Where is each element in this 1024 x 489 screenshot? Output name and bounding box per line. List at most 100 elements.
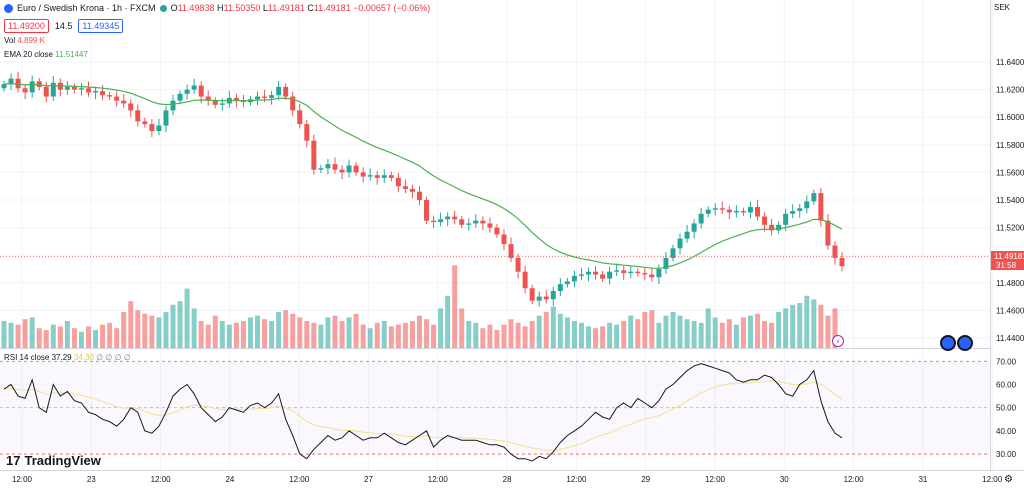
- rsi-tick-label: 50.00: [996, 404, 1017, 413]
- volume-bar: [142, 313, 148, 348]
- volume-bar: [578, 322, 584, 348]
- candle-body: [628, 271, 634, 274]
- rsi-tick-label: 60.00: [996, 380, 1017, 389]
- volume-bar: [691, 321, 697, 348]
- chart-header: Euro / Swedish Krona · 1h · FXCM O11.498…: [4, 3, 430, 13]
- candle-body: [191, 85, 197, 90]
- volume-bar: [642, 312, 648, 348]
- eu-flag-icon: [4, 3, 13, 13]
- trade-buttons: 11.49200 14.5 11.49345: [4, 19, 124, 33]
- tradingview-logo[interactable]: 17 TradingView: [6, 453, 101, 468]
- volume-bar: [769, 322, 775, 348]
- candle-body: [240, 100, 246, 103]
- volume-bar: [543, 312, 549, 348]
- volume-bar: [600, 326, 606, 348]
- volume-bar: [1, 321, 7, 348]
- candle-body: [818, 193, 824, 221]
- volume-bar: [367, 328, 373, 348]
- volume-bar: [466, 321, 472, 348]
- candle-body: [466, 223, 472, 225]
- volume-bar: [614, 324, 620, 348]
- volume-bar: [424, 319, 430, 348]
- volume-bar: [262, 319, 268, 348]
- candle-body: [78, 88, 84, 90]
- price-tick-label: 11.62000: [996, 86, 1024, 95]
- candle-body: [677, 238, 683, 249]
- market-status-icon[interactable]: [159, 4, 167, 12]
- event-marker-icon[interactable]: [940, 335, 956, 351]
- rsi-pane: [0, 360, 990, 462]
- rsi-axis[interactable]: 70.00 60.00 50.00 40.00 30.00: [996, 357, 1017, 459]
- volume-bar: [233, 322, 239, 348]
- volume-bar: [818, 304, 824, 348]
- candle-body: [402, 186, 408, 189]
- candle-body: [804, 201, 810, 209]
- volume-legend[interactable]: Vol 4.899 K: [4, 36, 45, 45]
- price-tick-label: 11.52000: [996, 224, 1024, 233]
- candle-body: [205, 96, 211, 101]
- rsi-legend[interactable]: RSI 14 close 37.29 34.30 ∅ ∅ ∅ ∅: [4, 353, 131, 362]
- candle-body: [543, 296, 549, 300]
- volume-bar: [8, 322, 14, 348]
- settings-icon[interactable]: ⚙: [1004, 474, 1013, 485]
- volume-bar: [353, 313, 359, 348]
- rsi-tick-label: 70.00: [996, 357, 1017, 366]
- volume-bar: [656, 322, 662, 348]
- volume-bar: [149, 315, 155, 348]
- volume-bar: [564, 317, 570, 348]
- volume-bar: [628, 315, 634, 348]
- candle-body: [642, 273, 648, 275]
- candle-body: [649, 274, 655, 278]
- event-marker-icon[interactable]: [957, 335, 973, 351]
- ema-legend[interactable]: EMA 20 close 11.51447: [4, 50, 88, 59]
- volume-bar: [754, 313, 760, 348]
- price-axis[interactable]: 11.64000 11.62000 11.60000 11.58000 11.56000…: [996, 58, 1024, 343]
- spread-value: 14.5: [54, 21, 73, 31]
- volume-bar: [226, 324, 232, 348]
- alert-icon[interactable]: ⚡: [832, 335, 844, 347]
- time-tick-label: 12:00: [982, 475, 1003, 484]
- volume-bar: [100, 324, 106, 348]
- candle-body: [769, 224, 775, 231]
- volume-bar: [649, 310, 655, 348]
- candle-body: [388, 175, 394, 178]
- volume-bar: [776, 312, 782, 348]
- candles: [1, 71, 845, 307]
- volume-bar: [29, 317, 35, 348]
- currency-label[interactable]: SEK: [994, 3, 1011, 12]
- volume-bar: [635, 319, 641, 348]
- candle-body: [290, 96, 296, 111]
- candle-body: [339, 169, 345, 173]
- candle-body: [114, 96, 120, 101]
- volume-bar: [240, 321, 246, 348]
- candle-body: [409, 188, 415, 192]
- candle-body: [29, 81, 35, 93]
- symbol-title[interactable]: Euro / Swedish Krona · 1h · FXCM: [17, 3, 156, 13]
- sell-button[interactable]: 11.49200: [4, 19, 49, 33]
- time-tick-label: 24: [225, 475, 234, 484]
- volume-bar: [663, 315, 669, 348]
- candle-body: [86, 88, 92, 93]
- candle-body: [832, 245, 838, 258]
- time-axis[interactable]: 12:00 23 12:00 24 12:00 27 12:00 28 12:00 29 12:00…: [12, 475, 1003, 484]
- price-tick-label: 11.64000: [996, 58, 1024, 67]
- volume-bar: [719, 322, 725, 348]
- volume-bar: [480, 328, 486, 348]
- buy-button[interactable]: 11.49345: [78, 19, 124, 33]
- last-price-label: 11.49181: [994, 252, 1024, 261]
- time-tick-label: 23: [87, 475, 96, 484]
- candle-body: [733, 211, 739, 213]
- candle-body: [233, 97, 239, 101]
- candle-body: [459, 219, 465, 225]
- candle-body: [670, 248, 676, 258]
- candle-body: [318, 168, 324, 170]
- volume-bar: [670, 312, 676, 348]
- candle-body: [740, 211, 746, 213]
- volume-bar: [740, 317, 746, 348]
- price-tick-label: 11.56000: [996, 168, 1024, 177]
- candle-body: [107, 95, 113, 97]
- candle-body: [663, 257, 669, 269]
- volume-bar: [297, 317, 303, 348]
- candle-body: [8, 78, 14, 85]
